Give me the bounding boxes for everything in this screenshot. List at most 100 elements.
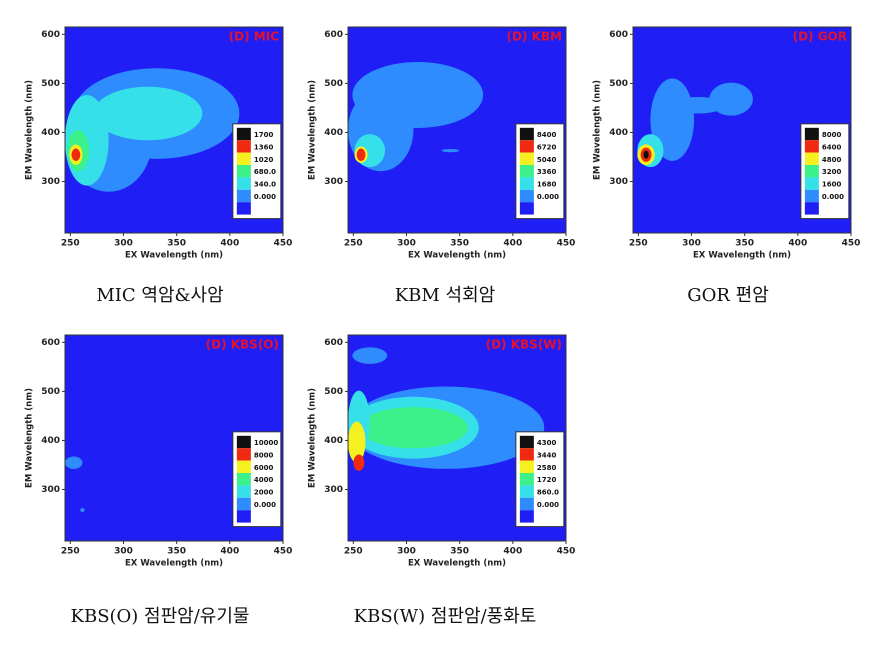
colorbar-label: 0.000 — [254, 501, 276, 509]
y-tick-label: 500 — [41, 79, 60, 89]
colorbar-swatch — [519, 497, 534, 511]
colorbar-label: 0.000 — [822, 193, 844, 201]
colorbar-swatch — [519, 140, 534, 153]
contour-region — [93, 86, 203, 141]
y-tick-label: 600 — [324, 338, 343, 348]
colorbar-label: 0.000 — [537, 193, 559, 201]
x-tick-label: 250 — [629, 239, 648, 249]
y-axis-label: EM Wavelength (nm) — [308, 80, 318, 180]
colorbar-swatch — [804, 152, 819, 166]
colorbar-swatch — [804, 140, 819, 153]
x-tick-label: 250 — [61, 547, 80, 557]
colorbar-swatch — [236, 497, 251, 511]
x-tick-label: 350 — [167, 547, 186, 557]
colorbar-label: 4000 — [254, 476, 274, 484]
contour-region — [358, 407, 468, 449]
x-tick-label: 350 — [450, 239, 469, 249]
contour-region — [352, 347, 388, 364]
x-tick-label: 300 — [682, 239, 701, 249]
colorbar-swatch — [236, 127, 251, 141]
colorbar-swatch — [519, 448, 534, 461]
x-axis-label: EX Wavelength (nm) — [125, 559, 223, 569]
colorbar-swatch — [519, 165, 534, 178]
colorbar-label: 340.0 — [254, 181, 276, 189]
colorbar-label: 8000 — [254, 451, 274, 459]
y-tick-label: 400 — [41, 436, 60, 446]
colorbar-label: 0.000 — [537, 501, 559, 509]
colorbar-label: 6400 — [822, 143, 842, 151]
chart-title: (D) GOR — [793, 30, 847, 44]
plot-frame — [64, 334, 284, 542]
y-axis-label: EM Wavelength (nm) — [25, 388, 35, 488]
colorbar-swatch — [236, 202, 251, 215]
x-tick-label: 400 — [788, 239, 807, 249]
panel: 250 300 350 400 450 300 400 500 600 EX Wavelength… — [593, 26, 860, 306]
plot-frame — [347, 26, 567, 234]
plot-frame — [347, 334, 567, 542]
y-tick-label: 400 — [324, 128, 343, 138]
colorbar-label: 2580 — [537, 464, 557, 472]
contour-region — [71, 148, 81, 161]
y-tick-label: 300 — [609, 177, 628, 187]
y-tick-label: 500 — [41, 387, 60, 397]
x-axis-label: EX Wavelength (nm) — [125, 251, 223, 261]
colorbar-label: 3200 — [822, 168, 842, 176]
y-axis-label: EM Wavelength (nm) — [25, 80, 35, 180]
colorbar-label: 1720 — [537, 476, 557, 484]
y-tick-label: 600 — [41, 30, 60, 40]
colorbar-swatch — [519, 127, 534, 141]
y-tick-label: 500 — [324, 79, 343, 89]
x-tick-label: 450 — [557, 239, 576, 249]
chart-title: (D) KBS(O) — [206, 338, 279, 352]
colorbar-swatch — [804, 202, 819, 215]
caption: KBM 석회암 — [395, 285, 496, 306]
colorbar-swatch — [236, 152, 251, 166]
y-tick-label: 300 — [41, 485, 60, 495]
colorbar-swatch — [519, 202, 534, 215]
colorbar-swatch — [236, 140, 251, 153]
contour-region — [643, 150, 649, 159]
x-tick-label: 300 — [114, 239, 133, 249]
x-tick-label: 300 — [114, 547, 133, 557]
colorbar-swatch — [236, 510, 251, 523]
colorbar-label: 10000 — [254, 439, 278, 447]
colorbar-swatch — [804, 165, 819, 178]
x-tick-label: 450 — [557, 547, 576, 557]
colorbar-label: 1700 — [254, 131, 274, 139]
x-tick-label: 300 — [397, 239, 416, 249]
colorbar-label: 3360 — [537, 168, 557, 176]
colorbar-swatch — [804, 189, 819, 203]
colorbar-swatch — [236, 448, 251, 461]
colorbar-swatch — [519, 435, 534, 449]
y-tick-label: 300 — [324, 485, 343, 495]
contour-region — [65, 456, 83, 469]
colorbar-swatch — [236, 485, 251, 498]
panel: 250 300 350 400 450 300 400 500 600 EX Wavelength… — [308, 26, 576, 306]
contour-region — [441, 148, 460, 153]
plot-frame — [64, 26, 284, 234]
caption: GOR 편암 — [687, 285, 769, 306]
contour-region — [348, 421, 366, 463]
colorbar-label: 8000 — [822, 131, 842, 139]
contour-region — [356, 148, 366, 161]
x-axis-label: EX Wavelength (nm) — [693, 251, 791, 261]
colorbar-label: 3440 — [537, 451, 557, 459]
colorbar-label: 0.000 — [254, 193, 276, 201]
chart-title: (D) KBS(W) — [486, 338, 562, 352]
contour-region — [353, 454, 365, 471]
x-tick-label: 400 — [503, 547, 522, 557]
contour-region — [672, 97, 725, 114]
x-axis-label: EX Wavelength (nm) — [408, 559, 506, 569]
y-axis-label: EM Wavelength (nm) — [308, 388, 318, 488]
x-tick-label: 450 — [274, 547, 293, 557]
caption: KBS(O) 점판암/유기물 — [71, 606, 250, 627]
colorbar-label: 1020 — [254, 156, 274, 164]
colorbar-label: 4800 — [822, 156, 842, 164]
colorbar-label: 5040 — [537, 156, 557, 164]
y-tick-label: 600 — [41, 338, 60, 348]
plot-frame — [632, 26, 852, 234]
colorbar-swatch — [804, 177, 819, 190]
colorbar-label: 680.0 — [254, 168, 276, 176]
colorbar-label: 2000 — [254, 489, 274, 497]
